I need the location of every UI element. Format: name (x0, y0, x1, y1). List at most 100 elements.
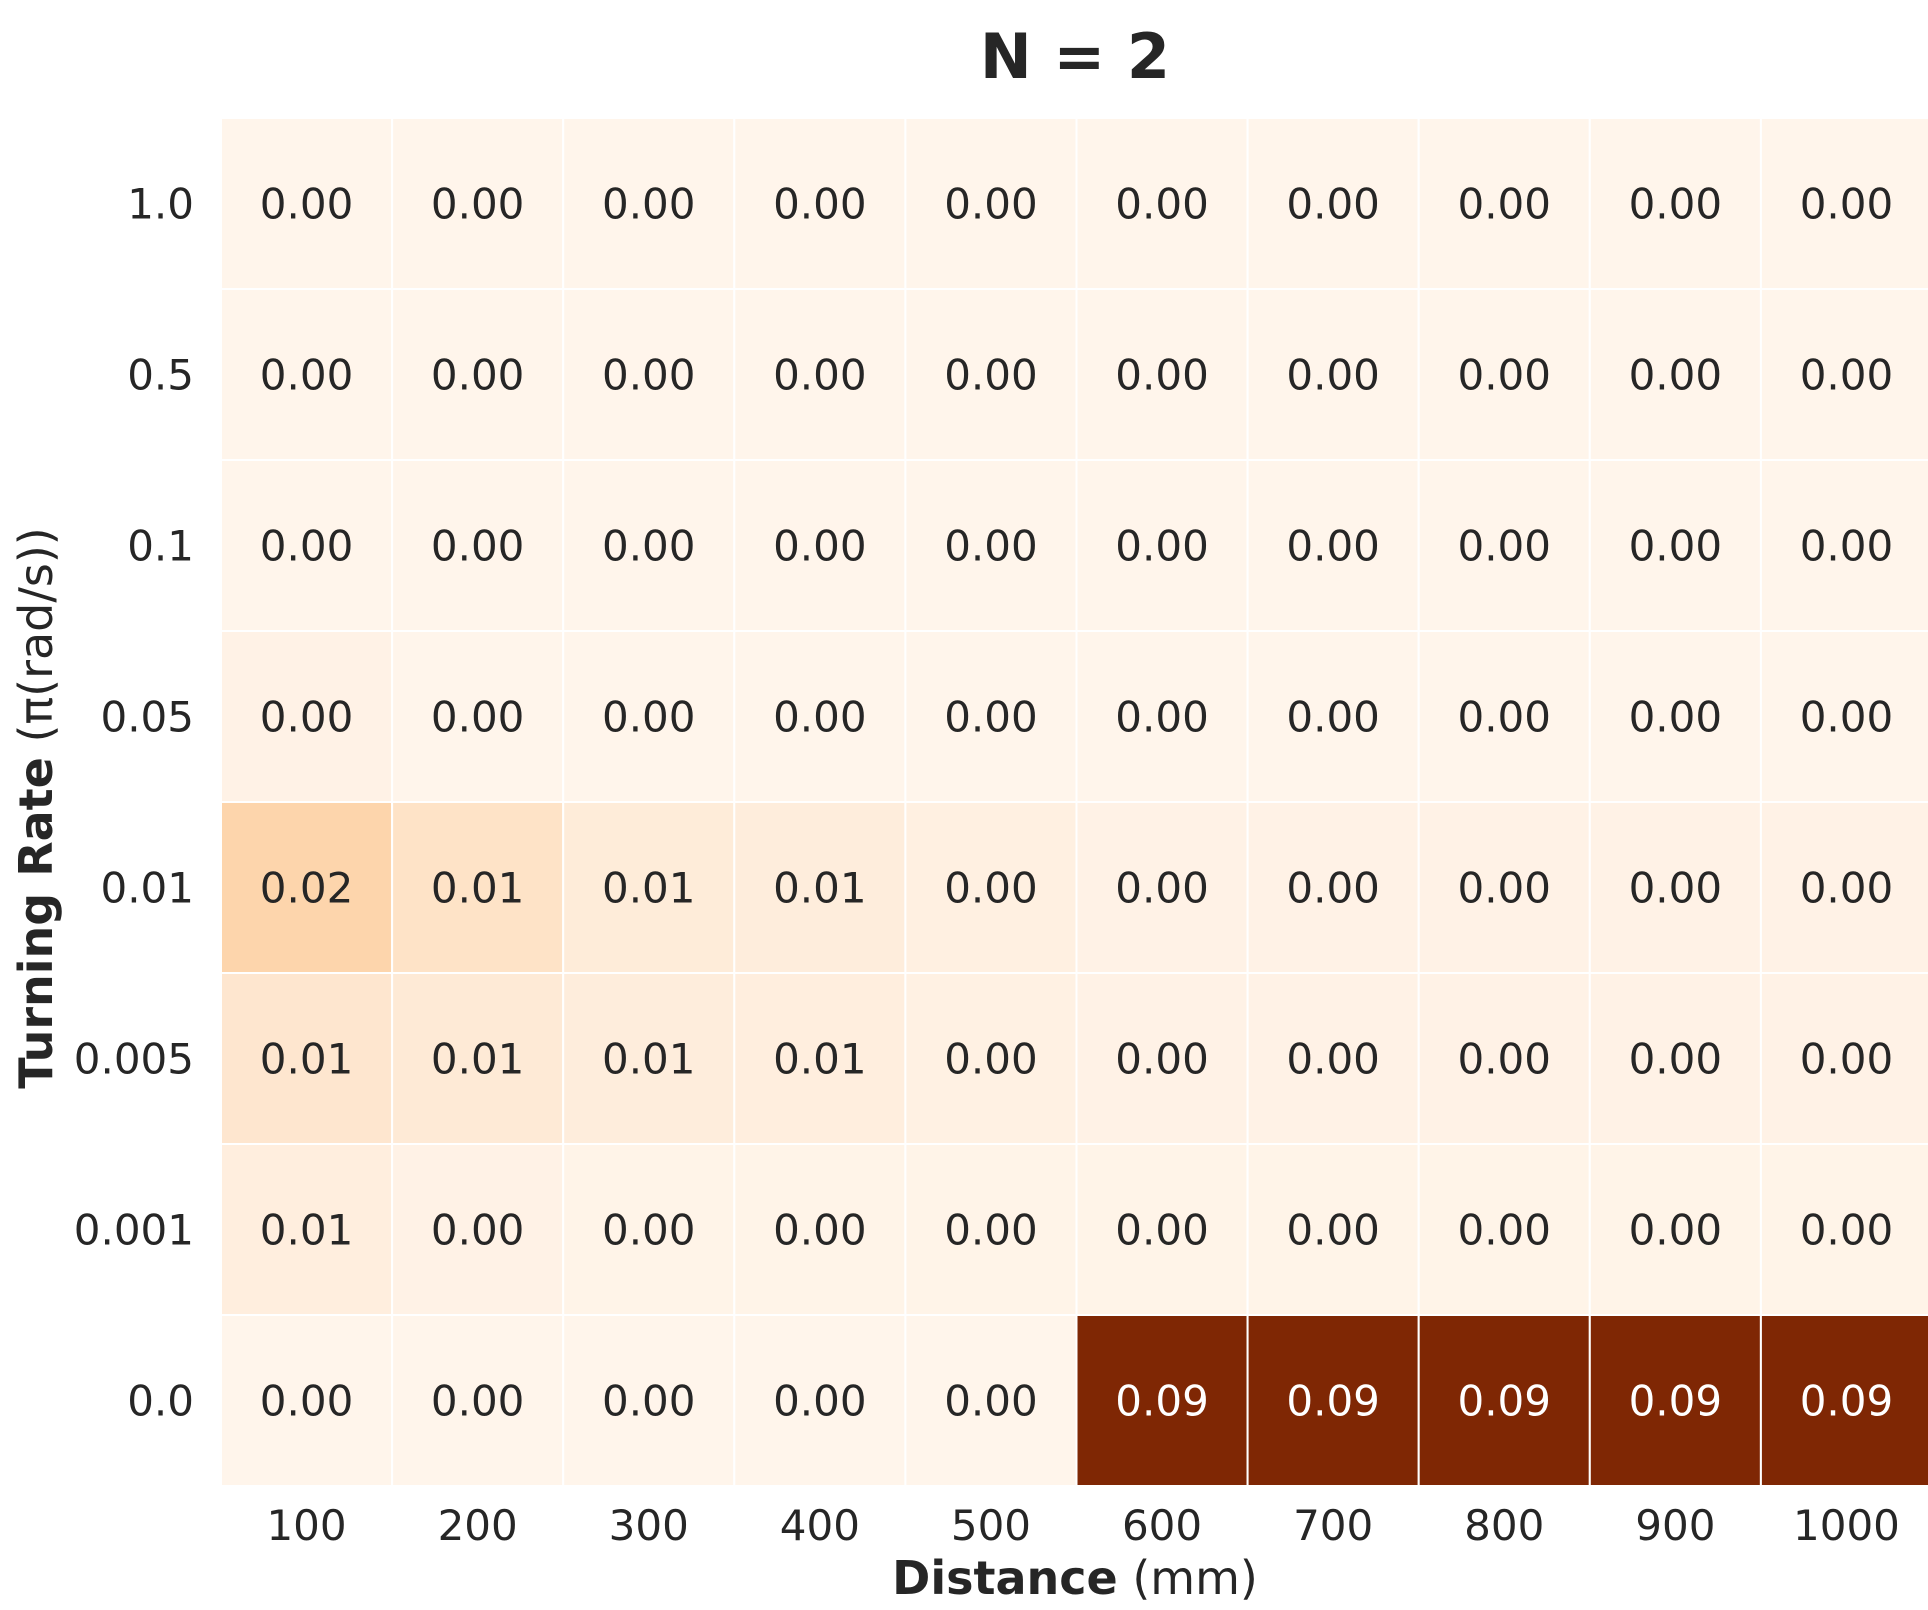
heatmap-cell (1246, 972, 1420, 1145)
heatmap-cell (1417, 117, 1591, 290)
cell-value-label: 0.00 (1457, 693, 1551, 742)
cell-value-label: 0.00 (431, 180, 525, 229)
x-tick-label: 500 (951, 1501, 1031, 1550)
cell-value-label: 0.00 (1800, 864, 1894, 913)
heatmap-cell (1759, 459, 1928, 632)
heatmap-cell (220, 1143, 394, 1316)
cell-value-label: 0.09 (1800, 1377, 1894, 1426)
heatmap-cell (1075, 630, 1249, 803)
x-tick-label: 300 (609, 1501, 689, 1550)
cell-value-label: 0.00 (773, 693, 867, 742)
cell-value-label: 0.00 (602, 693, 696, 742)
cell-value-label: 0.00 (1115, 1206, 1209, 1255)
heatmap-cell (1759, 288, 1928, 461)
x-tick-label: 1000 (1793, 1501, 1900, 1550)
cell-value-label: 0.00 (773, 351, 867, 400)
cell-value-label: 0.00 (944, 351, 1038, 400)
cell-value-label: 0.00 (773, 180, 867, 229)
heatmap-cell (733, 117, 907, 290)
heatmap-cell (1759, 1143, 1928, 1316)
heatmap-cell (1417, 459, 1591, 632)
y-tick-label: 0.01 (100, 864, 194, 913)
y-tick-label: 0.0 (127, 1377, 194, 1426)
heatmap-cell (904, 801, 1078, 974)
cell-value-label: 0.00 (1800, 693, 1894, 742)
heatmap-cell (562, 117, 736, 290)
cell-value-label: 0.00 (431, 1377, 525, 1426)
cell-value-label: 0.00 (944, 1377, 1038, 1426)
cell-value-label: 0.00 (602, 1206, 696, 1255)
cell-value-label: 0.00 (1286, 693, 1380, 742)
cell-value-label: 0.00 (1629, 693, 1723, 742)
cell-value-label: 0.00 (944, 693, 1038, 742)
heatmap-cell (733, 1143, 907, 1316)
heatmap-cell (904, 1314, 1078, 1487)
cell-value-label: 0.01 (260, 1206, 354, 1255)
heatmap-cell (1588, 459, 1762, 632)
heatmap-cell (220, 117, 394, 290)
x-tick-label: 100 (266, 1501, 346, 1550)
cell-value-label: 0.01 (431, 1035, 525, 1084)
cell-value-label: 0.00 (260, 693, 354, 742)
cell-value-label: 0.00 (1800, 522, 1894, 571)
y-tick-label: 0.005 (74, 1035, 194, 1084)
heatmap-cell (562, 288, 736, 461)
heatmap-cell (1246, 288, 1420, 461)
cell-value-label: 0.01 (602, 1035, 696, 1084)
cell-value-label: 0.00 (1800, 351, 1894, 400)
heatmap-cell (1759, 630, 1928, 803)
heatmap-cell (220, 459, 394, 632)
cell-value-label: 0.00 (944, 522, 1038, 571)
cell-value-label: 0.01 (260, 1035, 354, 1084)
cell-value-label: 0.00 (944, 1035, 1038, 1084)
cell-value-label: 0.00 (260, 1377, 354, 1426)
x-tick-label: 400 (780, 1501, 860, 1550)
cell-value-label: 0.00 (602, 180, 696, 229)
x-tick-label: 900 (1635, 1501, 1715, 1550)
y-axis-label: Turning Rate (π(rad/s)) (9, 527, 63, 1089)
heatmap-cell (904, 117, 1078, 290)
heatmap-cell (904, 972, 1078, 1145)
heatmap-cell (733, 972, 907, 1145)
heatmap-cell (904, 1143, 1078, 1316)
cell-value-label: 0.00 (944, 864, 1038, 913)
heatmap-cell (1075, 801, 1249, 974)
y-axis-label-bold: Turning Rate (9, 757, 63, 1089)
heatmap-cell (733, 801, 907, 974)
cell-value-label: 0.00 (1115, 1035, 1209, 1084)
x-tick-label: 800 (1464, 1501, 1544, 1550)
heatmap-cell (1759, 972, 1928, 1145)
cell-value-label: 0.00 (1115, 864, 1209, 913)
cell-value-label: 0.00 (260, 522, 354, 571)
heatmap-cells: 0.00 0.00 0.00 0.00 0.00 0.00 0.00 0.00 0.00 0.00… (220, 117, 1928, 1487)
cell-value-label: 0.00 (1286, 351, 1380, 400)
x-axis-label-unit: (mm) (1118, 1551, 1258, 1605)
cell-value-label: 0.00 (1286, 864, 1380, 913)
cell-value-label: 0.09 (1457, 1377, 1551, 1426)
cell-value-label: 0.00 (1115, 522, 1209, 571)
heatmap-cell (1588, 288, 1762, 461)
heatmap-cell (1075, 1314, 1249, 1487)
cell-value-label: 0.01 (602, 864, 696, 913)
heatmap-cell (220, 972, 394, 1145)
cell-value-label: 0.00 (1629, 522, 1723, 571)
heatmap-cell (904, 288, 1078, 461)
cell-value-label: 0.00 (431, 1206, 525, 1255)
cell-value-label: 0.01 (773, 864, 867, 913)
y-axis-label-unit: (π(rad/s)) (9, 527, 63, 757)
x-tick-label: 700 (1293, 1501, 1373, 1550)
heatmap-cell (391, 288, 565, 461)
cell-value-label: 0.00 (1457, 180, 1551, 229)
heatmap-cell (391, 459, 565, 632)
heatmap-cell (391, 1314, 565, 1487)
cell-value-label: 0.00 (431, 351, 525, 400)
cell-value-label: 0.09 (1629, 1377, 1723, 1426)
heatmap-cell (562, 459, 736, 632)
cell-value-label: 0.00 (260, 351, 354, 400)
cell-value-label: 0.01 (431, 864, 525, 913)
x-axis-label: Distance (mm) (892, 1551, 1258, 1605)
y-tick-label: 0.5 (127, 351, 194, 400)
cell-value-label: 0.00 (1115, 180, 1209, 229)
cell-value-label: 0.00 (1629, 351, 1723, 400)
